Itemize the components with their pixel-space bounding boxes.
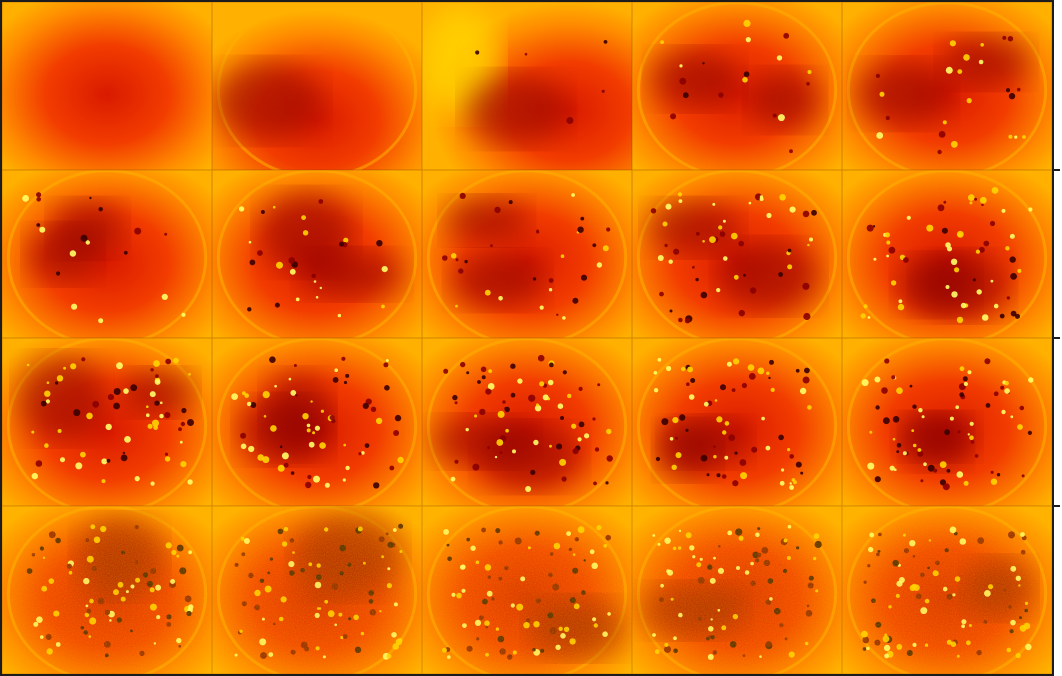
- image-tile: [842, 338, 1052, 506]
- image-tile: [632, 170, 842, 338]
- image-tile: [212, 170, 422, 338]
- image-tile: [842, 2, 1052, 170]
- image-tile: [2, 338, 212, 506]
- image-tile: [212, 2, 422, 170]
- image-tile: [422, 170, 632, 338]
- image-tile: [212, 506, 422, 674]
- image-tile: [422, 2, 632, 170]
- image-tile: [842, 170, 1052, 338]
- image-tile: [632, 506, 842, 674]
- image-tile: [632, 2, 842, 170]
- image-tile: [2, 170, 212, 338]
- image-tile: [2, 506, 212, 674]
- image-tile: [422, 338, 632, 506]
- image-tile: [632, 338, 842, 506]
- image-tile: [212, 338, 422, 506]
- image-tile: [842, 506, 1052, 674]
- image-tile: [422, 506, 632, 674]
- image-tile: [2, 2, 212, 170]
